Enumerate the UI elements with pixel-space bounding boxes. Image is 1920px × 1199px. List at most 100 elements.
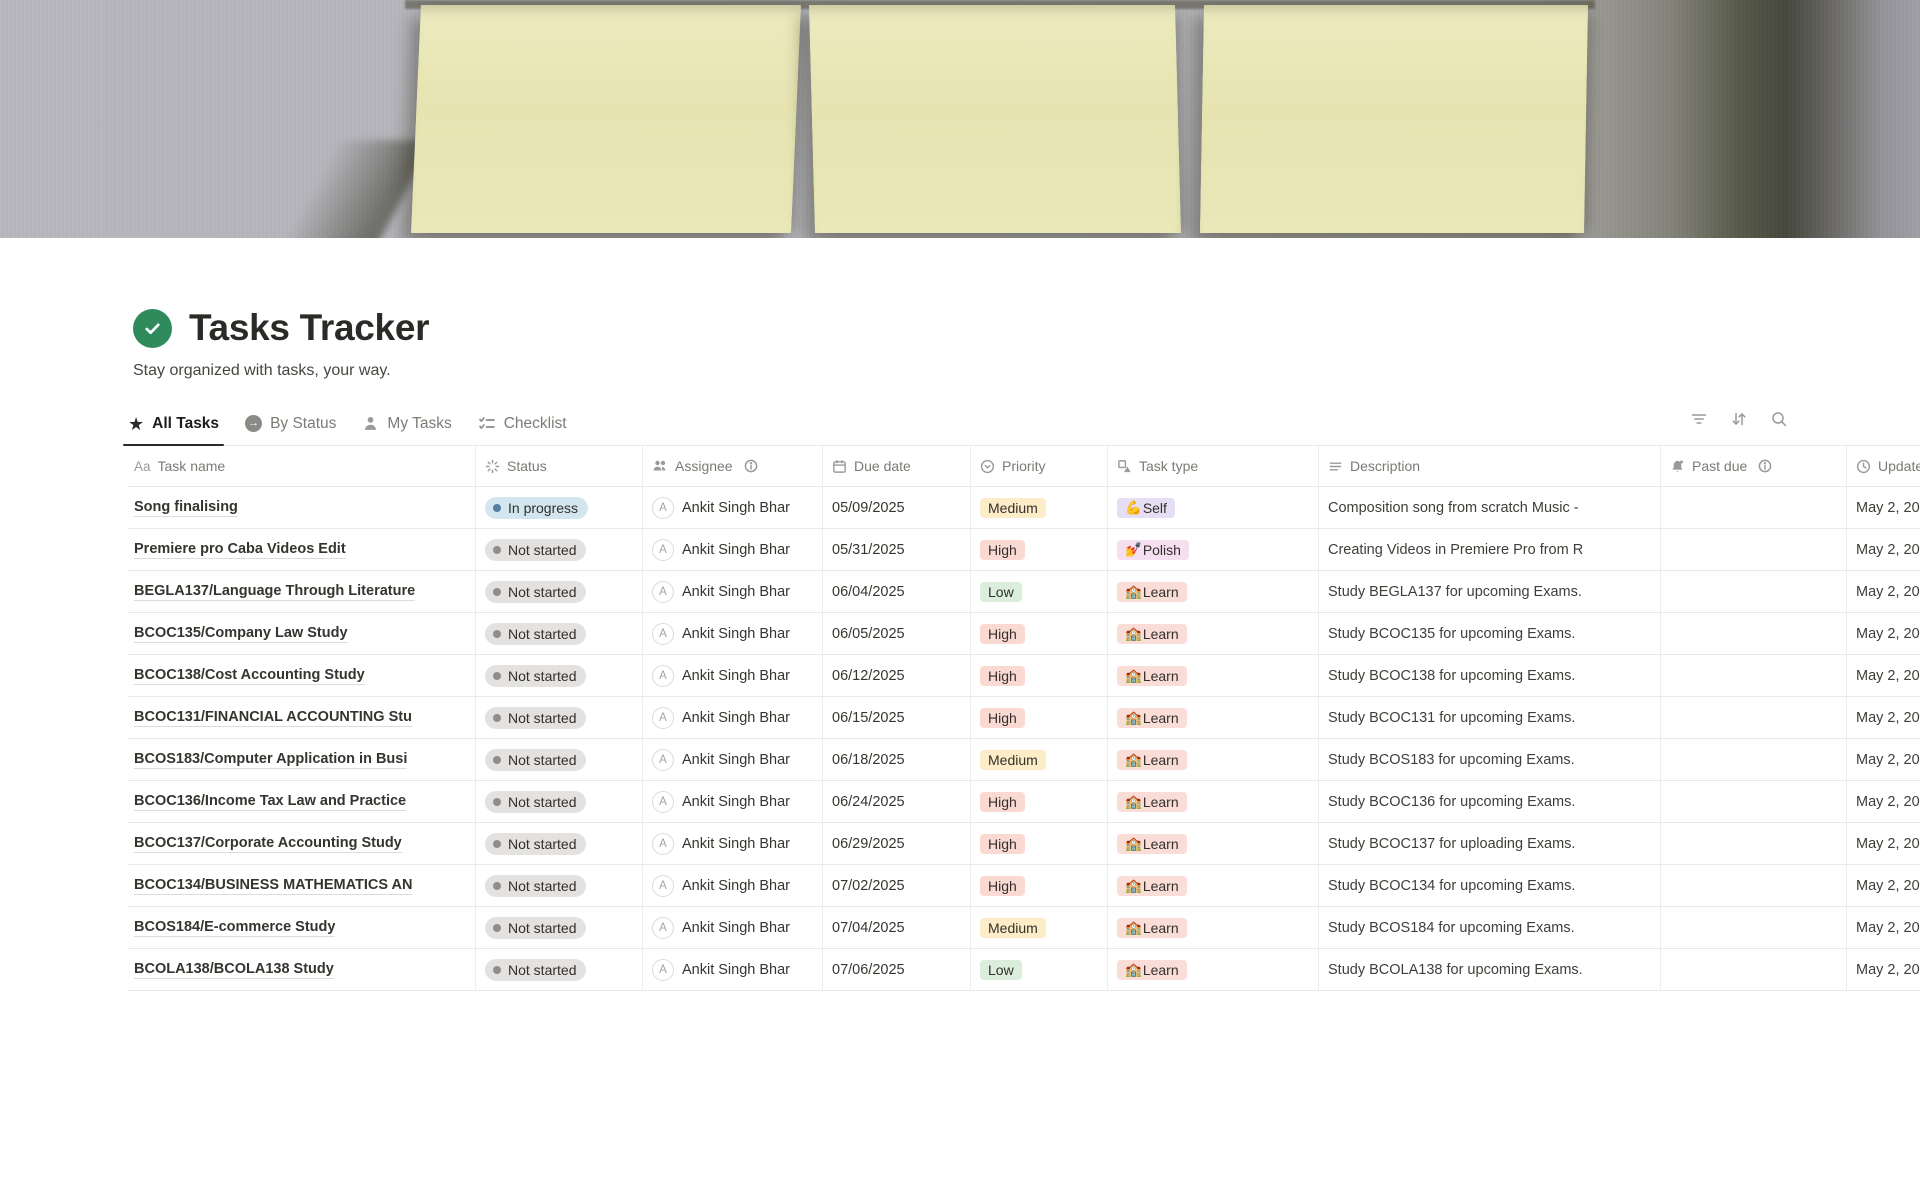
cell-status[interactable]: Not started [476,907,643,948]
cell-assignee[interactable]: A Ankit Singh Bhar [643,529,823,570]
cell-due-date[interactable]: 06/05/2025 [823,613,971,654]
cell-due-date[interactable]: 06/15/2025 [823,697,971,738]
column-header-task-name[interactable]: Aa Task name [128,446,476,486]
cell-task-name[interactable]: Premiere pro Caba Videos Edit [128,529,476,570]
cell-task-name[interactable]: Song finalising [128,487,476,528]
cell-priority[interactable]: High [971,865,1108,906]
cell-assignee[interactable]: A Ankit Singh Bhar [643,571,823,612]
cell-description[interactable]: Study BCOC131 for upcoming Exams. [1319,697,1661,738]
cell-status[interactable]: Not started [476,655,643,696]
cell-task-type[interactable]: 💅 Polish [1108,529,1319,570]
cell-task-name[interactable]: BCOLA138/BCOLA138 Study [128,949,476,990]
column-header-past-due[interactable]: Past due [1661,446,1847,486]
cell-description[interactable]: Study BCOC134 for upcoming Exams. [1319,865,1661,906]
cell-status[interactable]: Not started [476,571,643,612]
column-header-task-type[interactable]: Task type [1108,446,1319,486]
cell-updated[interactable]: May 2, 2025 [1856,793,1920,810]
cell-past-due[interactable] [1661,529,1847,570]
page-check-icon[interactable] [133,308,172,348]
cell-priority[interactable]: High [971,697,1108,738]
cell-due-date[interactable]: 07/02/2025 [823,865,971,906]
cell-due-date[interactable]: 06/29/2025 [823,823,971,864]
column-header-priority[interactable]: Priority [971,446,1108,486]
cell-status[interactable]: Not started [476,865,643,906]
cell-task-type[interactable]: 🏫 Learn [1108,613,1319,654]
cell-task-name[interactable]: BCOC135/Company Law Study [128,613,476,654]
filter-icon[interactable] [1690,410,1708,428]
cell-task-name[interactable]: BCOC137/Corporate Accounting Study [128,823,476,864]
column-header-status[interactable]: Status [476,446,643,486]
cell-due-date[interactable]: 05/09/2025 [823,487,971,528]
cell-priority[interactable]: High [971,823,1108,864]
cell-past-due[interactable] [1661,739,1847,780]
cell-due-date[interactable]: 07/04/2025 [823,907,971,948]
cell-task-name[interactable]: BEGLA137/Language Through Literature [128,571,476,612]
cell-priority[interactable]: Medium [971,487,1108,528]
cell-updated[interactable]: May 2, 2025 [1856,625,1920,642]
cell-task-type[interactable]: 💪 Self [1108,487,1319,528]
cell-description[interactable]: Study BCOLA138 for upcoming Exams. [1319,949,1661,990]
cell-priority[interactable]: High [971,529,1108,570]
cell-updated[interactable]: May 2, 2025 [1856,499,1920,516]
cell-task-type[interactable]: 🏫 Learn [1108,865,1319,906]
info-icon[interactable] [744,459,758,473]
cell-task-name[interactable]: BCOS183/Computer Application in Busi [128,739,476,780]
cell-past-due[interactable] [1661,781,1847,822]
cell-description[interactable]: Composition song from scratch Music - [1319,487,1661,528]
tab-all-tasks[interactable]: ★ All Tasks [122,402,225,446]
cell-status[interactable]: Not started [476,613,643,654]
column-header-due-date[interactable]: Due date [823,446,971,486]
cell-assignee[interactable]: A Ankit Singh Bhar [643,949,823,990]
cell-task-name[interactable]: BCOC138/Cost Accounting Study [128,655,476,696]
tab-by-status[interactable]: → By Status [245,402,336,445]
cell-task-name[interactable]: BCOC131/FINANCIAL ACCOUNTING Stu [128,697,476,738]
cell-task-type[interactable]: 🏫 Learn [1108,655,1319,696]
cell-task-type[interactable]: 🏫 Learn [1108,949,1319,990]
cell-assignee[interactable]: A Ankit Singh Bhar [643,697,823,738]
cell-description[interactable]: Study BCOC137 for uploading Exams. [1319,823,1661,864]
cell-priority[interactable]: Low [971,571,1108,612]
column-header-updated[interactable]: Updated [1847,446,1920,486]
cell-status[interactable]: In progress [476,487,643,528]
cell-status[interactable]: Not started [476,781,643,822]
cell-task-type[interactable]: 🏫 Learn [1108,697,1319,738]
cell-due-date[interactable]: 06/04/2025 [823,571,971,612]
cell-updated[interactable]: May 2, 2025 [1856,583,1920,600]
search-icon[interactable] [1770,410,1788,428]
cell-task-name[interactable]: BCOC136/Income Tax Law and Practice [128,781,476,822]
cell-task-type[interactable]: 🏫 Learn [1108,739,1319,780]
cell-task-name[interactable]: BCOC134/BUSINESS MATHEMATICS AN [128,865,476,906]
info-icon[interactable] [1758,459,1772,473]
cell-updated[interactable]: May 2, 2025 [1856,919,1920,936]
tab-my-tasks[interactable]: My Tasks [362,402,452,445]
cell-updated[interactable]: May 2, 2025 [1856,877,1920,894]
tab-checklist[interactable]: Checklist [478,402,567,445]
cell-status[interactable]: Not started [476,739,643,780]
cell-assignee[interactable]: A Ankit Singh Bhar [643,865,823,906]
cell-task-type[interactable]: 🏫 Learn [1108,781,1319,822]
cell-task-type[interactable]: 🏫 Learn [1108,823,1319,864]
cell-status[interactable]: Not started [476,529,643,570]
cell-priority[interactable]: High [971,613,1108,654]
cell-past-due[interactable] [1661,697,1847,738]
cell-priority[interactable]: High [971,781,1108,822]
cell-description[interactable]: Study BCOS183 for upcoming Exams. [1319,739,1661,780]
cell-updated[interactable]: May 2, 2025 [1856,751,1920,768]
column-header-assignee[interactable]: Assignee [643,446,823,486]
cell-past-due[interactable] [1661,907,1847,948]
cell-status[interactable]: Not started [476,823,643,864]
cell-updated[interactable]: May 2, 2025 [1856,961,1920,978]
cell-due-date[interactable]: 05/31/2025 [823,529,971,570]
cell-assignee[interactable]: A Ankit Singh Bhar [643,781,823,822]
cell-due-date[interactable]: 06/24/2025 [823,781,971,822]
cell-assignee[interactable]: A Ankit Singh Bhar [643,613,823,654]
cell-updated[interactable]: May 2, 2025 [1856,541,1920,558]
cell-task-name[interactable]: BCOS184/E-commerce Study [128,907,476,948]
column-header-description[interactable]: Description [1319,446,1661,486]
cell-task-type[interactable]: 🏫 Learn [1108,907,1319,948]
cell-description[interactable]: Study BCOC136 for upcoming Exams. [1319,781,1661,822]
cell-updated[interactable]: May 2, 2025 [1856,667,1920,684]
cell-priority[interactable]: High [971,655,1108,696]
cell-updated[interactable]: May 2, 2025 [1856,835,1920,852]
cell-description[interactable]: Study BCOC138 for upcoming Exams. [1319,655,1661,696]
